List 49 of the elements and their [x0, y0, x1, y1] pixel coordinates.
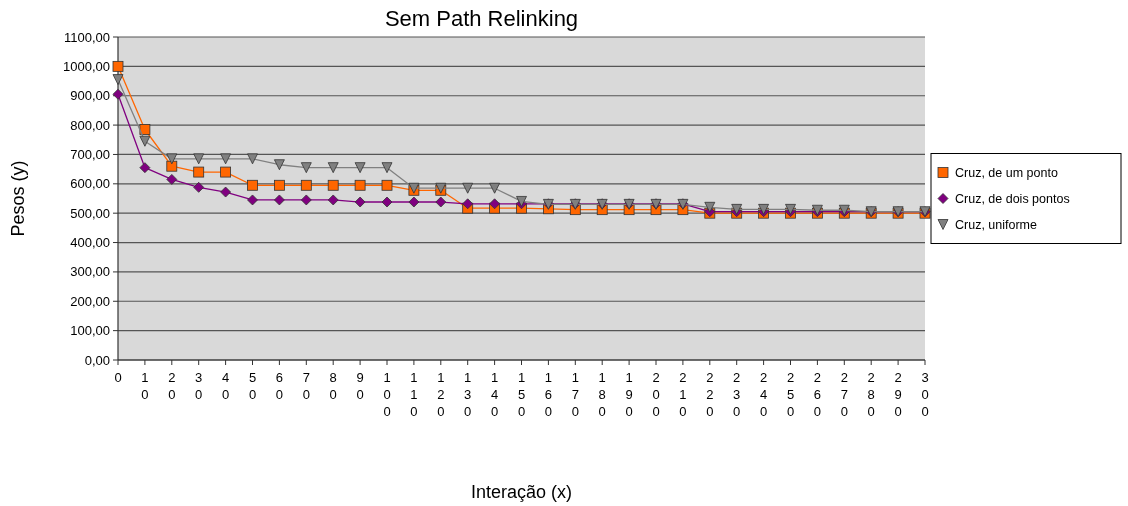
- y-tick-label: 300,00: [70, 264, 110, 280]
- x-tick-label: 250: [786, 370, 795, 419]
- y-tick-label: 1100,00: [63, 29, 110, 45]
- legend-label: Cruz, de um ponto: [955, 165, 1058, 180]
- x-tick-label: 200: [652, 370, 660, 419]
- x-axis-title: Interação (x): [470, 482, 573, 502]
- x-tick-label: 10: [141, 370, 149, 402]
- x-tick-label: 40: [221, 370, 230, 402]
- y-tick-label: 800,00: [70, 117, 110, 133]
- x-tick-label: 90: [356, 370, 364, 402]
- x-tick-label: 170: [571, 370, 579, 419]
- x-tick-label: 260: [813, 370, 822, 419]
- y-tick-label: 400,00: [70, 235, 110, 251]
- y-tick-label: 600,00: [70, 176, 110, 192]
- y-tick-label: 200,00: [70, 293, 110, 309]
- x-tick-label: 290: [894, 370, 902, 419]
- x-tick-label: 150: [517, 370, 526, 419]
- x-tick-label: 300: [921, 370, 929, 419]
- x-tick-label: 190: [625, 370, 633, 419]
- x-tick-label: 160: [544, 370, 553, 419]
- y-tick-label: 700,00: [70, 147, 110, 162]
- x-tick-label: 0: [114, 370, 122, 385]
- x-tick-label: 210: [679, 370, 687, 419]
- legend-label: Cruz, uniforme: [955, 217, 1038, 232]
- legend-label: Cruz, de dois pontos: [955, 191, 1070, 206]
- x-tick-label: 30: [195, 370, 203, 402]
- y-tick-label: 0,00: [84, 352, 110, 368]
- y-tick-label: 100,00: [70, 323, 110, 339]
- x-tick-label: 60: [275, 370, 284, 402]
- x-tick-label: 110: [410, 370, 418, 419]
- y-axis-title: Pesos (y): [8, 160, 28, 237]
- x-tick-label: 180: [598, 370, 606, 419]
- x-tick-label: 20: [168, 370, 176, 402]
- chart-title: Sem Path Relinking: [384, 6, 579, 31]
- x-tick-label: 220: [706, 370, 714, 419]
- x-tick-label: 230: [733, 370, 741, 419]
- y-tick-label: 1000,00: [63, 58, 110, 74]
- y-tick-label: 500,00: [70, 205, 110, 221]
- x-tick-label: 140: [490, 370, 499, 419]
- x-tick-label: 80: [329, 370, 337, 402]
- x-tick-label: 50: [248, 370, 257, 402]
- x-tick-label: 240: [759, 370, 768, 419]
- y-tick-label: 900,00: [70, 88, 110, 104]
- x-tick-label: 280: [867, 370, 875, 419]
- x-tick-label: 70: [302, 370, 310, 402]
- x-tick-label: 100: [383, 370, 391, 419]
- x-tick-label: 120: [437, 370, 445, 419]
- x-tick-label: 270: [840, 370, 848, 419]
- x-tick-label: 130: [464, 370, 472, 419]
